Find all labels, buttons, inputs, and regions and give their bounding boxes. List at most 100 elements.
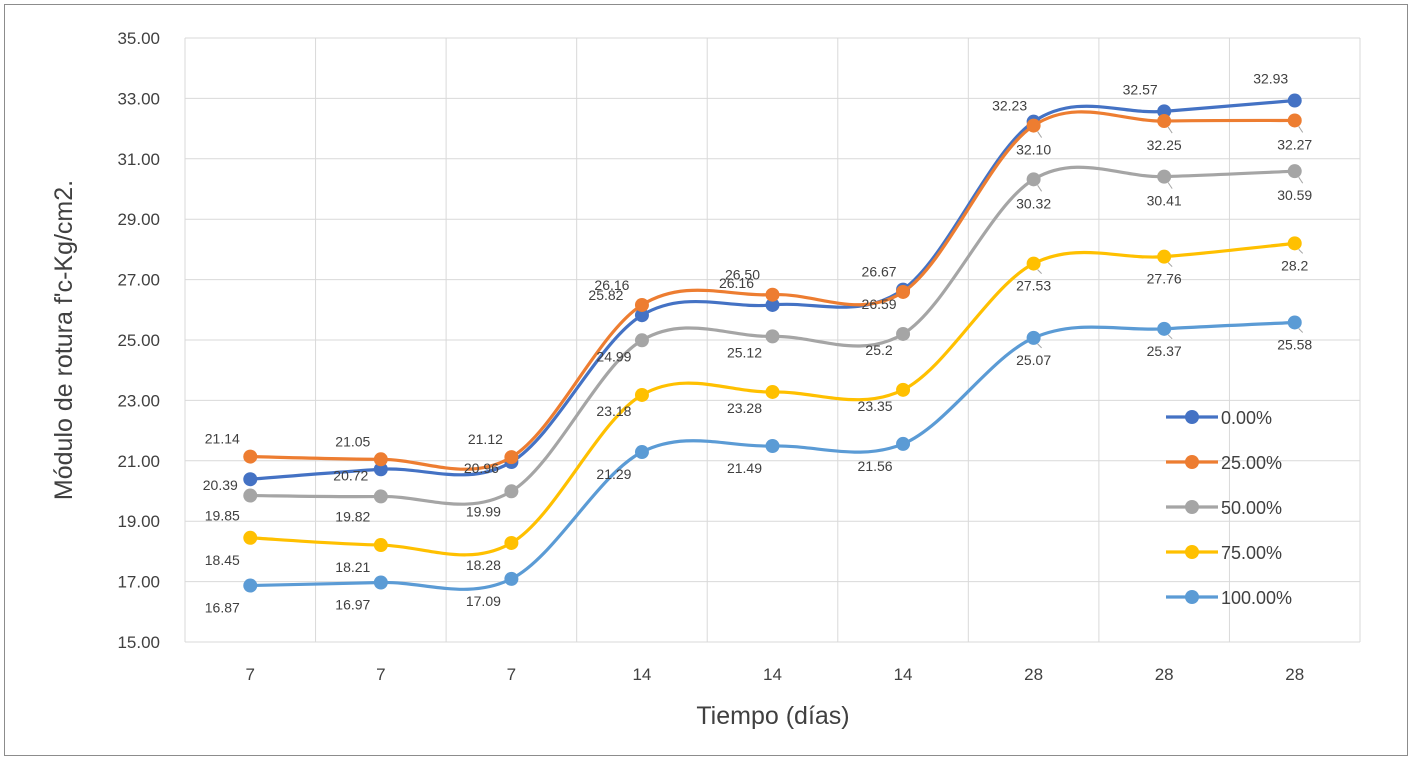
label-leader: [1037, 185, 1043, 192]
data-point: [896, 326, 911, 341]
data-point: [1026, 256, 1041, 271]
data-point: [896, 436, 911, 451]
legend-label: 100.00%: [1221, 588, 1292, 608]
data-label: 23.28: [727, 400, 762, 416]
y-tick-label: 27.00: [117, 271, 160, 290]
data-point: [1157, 169, 1172, 184]
data-point: [373, 452, 388, 467]
y-tick-label: 35.00: [117, 29, 160, 48]
x-tick-label: 28: [1024, 665, 1043, 684]
data-label: 26.16: [719, 275, 754, 291]
legend-item: 0.00%: [1166, 408, 1272, 428]
label-leader: [1037, 131, 1043, 138]
x-tick-label: 14: [894, 665, 913, 684]
data-label: 30.41: [1147, 193, 1182, 209]
x-tick-label: 14: [632, 665, 651, 684]
data-point: [504, 484, 519, 499]
data-point: [634, 297, 649, 312]
y-tick-label: 31.00: [117, 150, 160, 169]
data-label: 19.82: [335, 508, 370, 524]
series-1: [243, 110, 1302, 471]
data-point: [504, 535, 519, 550]
label-leader: [1298, 126, 1304, 133]
data-label: 25.12: [727, 344, 762, 360]
label-leader: [1167, 126, 1173, 134]
data-point: [373, 538, 388, 553]
data-label: 21.05: [335, 433, 370, 449]
data-label: 20.72: [333, 467, 368, 483]
legend-item: 25.00%: [1166, 453, 1282, 473]
data-label: 20.96: [464, 460, 499, 476]
legend-marker: [1185, 500, 1199, 514]
data-label: 28.2: [1281, 257, 1308, 273]
legend-label: 0.00%: [1221, 408, 1272, 428]
y-tick-label: 25.00: [117, 331, 160, 350]
data-label: 21.14: [205, 431, 240, 447]
x-tick-label: 14: [763, 665, 782, 684]
legend-label: 25.00%: [1221, 453, 1282, 473]
data-label: 16.97: [335, 597, 370, 613]
data-point: [504, 450, 519, 465]
data-label: 25.58: [1277, 336, 1312, 352]
y-tick-label: 23.00: [117, 391, 160, 410]
data-point: [1287, 93, 1302, 108]
data-point: [373, 575, 388, 590]
data-label: 24.99: [596, 348, 631, 364]
gridlines: [184, 37, 1361, 643]
data-label: 32.27: [1277, 136, 1312, 152]
y-tick-label: 17.00: [117, 573, 160, 592]
data-label: 21.29: [596, 466, 631, 482]
data-point: [1157, 321, 1172, 336]
label-leader: [1167, 262, 1173, 268]
series-line: [250, 320, 1295, 591]
data-point: [896, 284, 911, 299]
data-label: 21.12: [468, 431, 503, 447]
data-label: 23.18: [596, 403, 631, 419]
data-label: 21.49: [727, 460, 762, 476]
data-point: [1287, 113, 1302, 128]
series-layer: [243, 93, 1302, 593]
data-label: 32.10: [1016, 142, 1051, 158]
data-point: [896, 382, 911, 397]
data-point: [1287, 315, 1302, 330]
data-label: 27.76: [1147, 271, 1182, 287]
data-label: 18.28: [466, 557, 501, 573]
data-label: 19.85: [205, 508, 240, 524]
data-label: 32.25: [1147, 137, 1182, 153]
data-label: 30.59: [1277, 187, 1312, 203]
series-2: [243, 164, 1302, 506]
data-point: [765, 439, 780, 454]
data-label: 26.16: [594, 277, 629, 293]
label-leader: [1167, 182, 1173, 189]
chart-frame: [4, 4, 1408, 756]
data-label: 32.23: [992, 98, 1027, 114]
data-label: 18.21: [335, 559, 370, 575]
x-axis-title: Tiempo (días): [696, 702, 849, 730]
data-label: 30.32: [1016, 195, 1051, 211]
series-3: [243, 236, 1302, 557]
x-tick-label: 7: [507, 665, 516, 684]
data-point: [243, 472, 258, 487]
data-point: [1026, 330, 1041, 345]
data-point: [243, 488, 258, 503]
y-tick-label: 19.00: [117, 512, 160, 531]
data-point: [1157, 104, 1172, 119]
label-leader: [1298, 328, 1304, 333]
data-label: 18.45: [205, 552, 240, 568]
data-point: [1157, 114, 1172, 129]
data-label: 25.82: [588, 287, 623, 303]
label-leader: [1298, 249, 1304, 254]
y-tick-label: 33.00: [117, 89, 160, 108]
legend-item: 75.00%: [1166, 543, 1282, 563]
data-point: [634, 387, 649, 402]
y-tick-label: 21.00: [117, 452, 160, 471]
legend-marker: [1185, 590, 1199, 604]
legend-item: 50.00%: [1166, 498, 1282, 518]
data-label: 20.39: [203, 477, 238, 493]
x-tick-label: 28: [1285, 665, 1304, 684]
data-point: [243, 449, 258, 464]
data-point: [1157, 249, 1172, 264]
x-tick-label: 7: [246, 665, 255, 684]
series-4: [243, 315, 1302, 593]
